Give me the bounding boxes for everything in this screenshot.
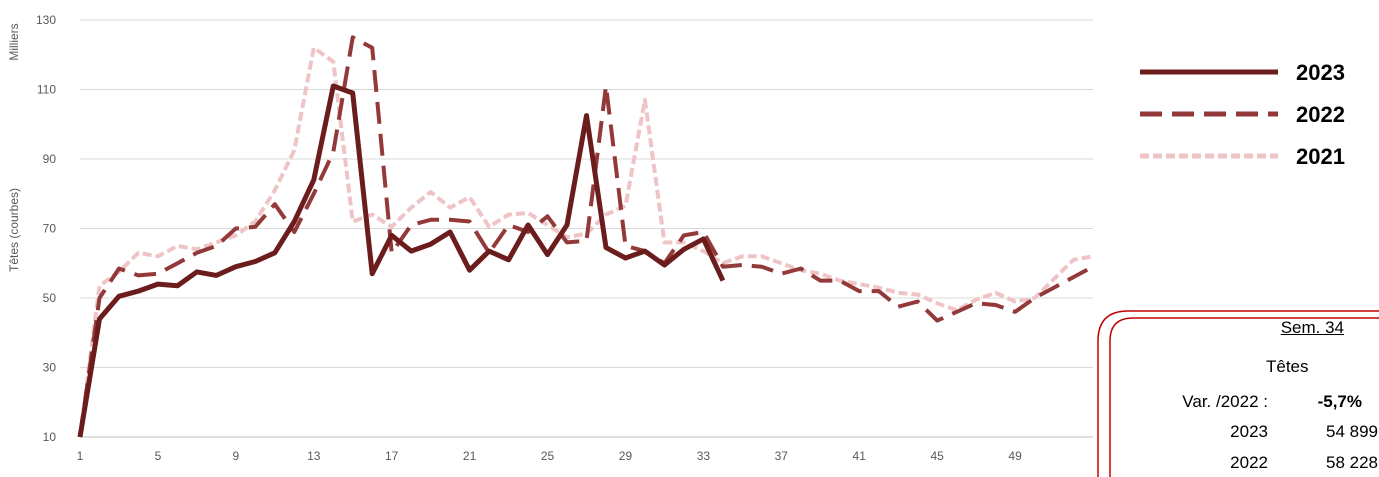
legend: 2023 2022 2021	[1140, 60, 1345, 169]
legend-label: 2021	[1296, 144, 1345, 169]
y-axis-title: Têtes (courbes)	[7, 188, 21, 272]
y-tick-label: 90	[43, 152, 57, 166]
legend-label: 2022	[1296, 102, 1345, 127]
x-tick-label: 1	[77, 449, 84, 463]
stats-box-frame	[1097, 310, 1379, 477]
y-tick-label: 30	[43, 361, 57, 375]
x-tick-label: 13	[307, 449, 321, 463]
x-tick-label: 45	[930, 449, 944, 463]
y-tick-label: 70	[43, 222, 57, 236]
x-tick-label: 49	[1008, 449, 1022, 463]
x-axis: 1 5 9 13 17 21 25 29 33 37 41 45 49	[77, 436, 1093, 463]
x-tick-label: 29	[619, 449, 633, 463]
x-tick-label: 17	[385, 449, 399, 463]
grid-lines	[80, 19, 1093, 438]
x-tick-label: 9	[233, 449, 240, 463]
x-tick-label: 33	[697, 449, 711, 463]
y-tick-label: 10	[43, 430, 57, 444]
stats-row-value: 58 228	[1326, 453, 1378, 472]
legend-label: 2023	[1296, 60, 1345, 85]
x-tick-label: 41	[853, 449, 867, 463]
x-tick-label: 5	[155, 449, 162, 463]
stats-row-label: 2023	[1230, 422, 1268, 441]
y-axis-unit: Milliers	[7, 23, 21, 60]
stats-title: Sem. 34	[1280, 318, 1344, 337]
stats-subtitle: Têtes	[1266, 357, 1309, 376]
stats-row-value: -5,7%	[1317, 392, 1362, 411]
x-tick-label: 21	[463, 449, 477, 463]
stats-row-label: 2022	[1230, 453, 1268, 472]
x-tick-label: 37	[775, 449, 789, 463]
series-line-2021	[78, 45, 1094, 438]
series-line-2023	[77, 83, 726, 438]
stats-row-label: Var. /2022 :	[1182, 392, 1268, 411]
y-axis-ticks: 10 30 50 70 90 110 130	[36, 13, 56, 444]
x-tick-label: 25	[541, 449, 555, 463]
stats-row-value: 54 899	[1326, 422, 1378, 441]
series-lines	[77, 35, 1094, 438]
y-tick-label: 110	[37, 83, 56, 97]
y-tick-label: 130	[36, 13, 56, 27]
y-tick-label: 50	[43, 291, 57, 305]
